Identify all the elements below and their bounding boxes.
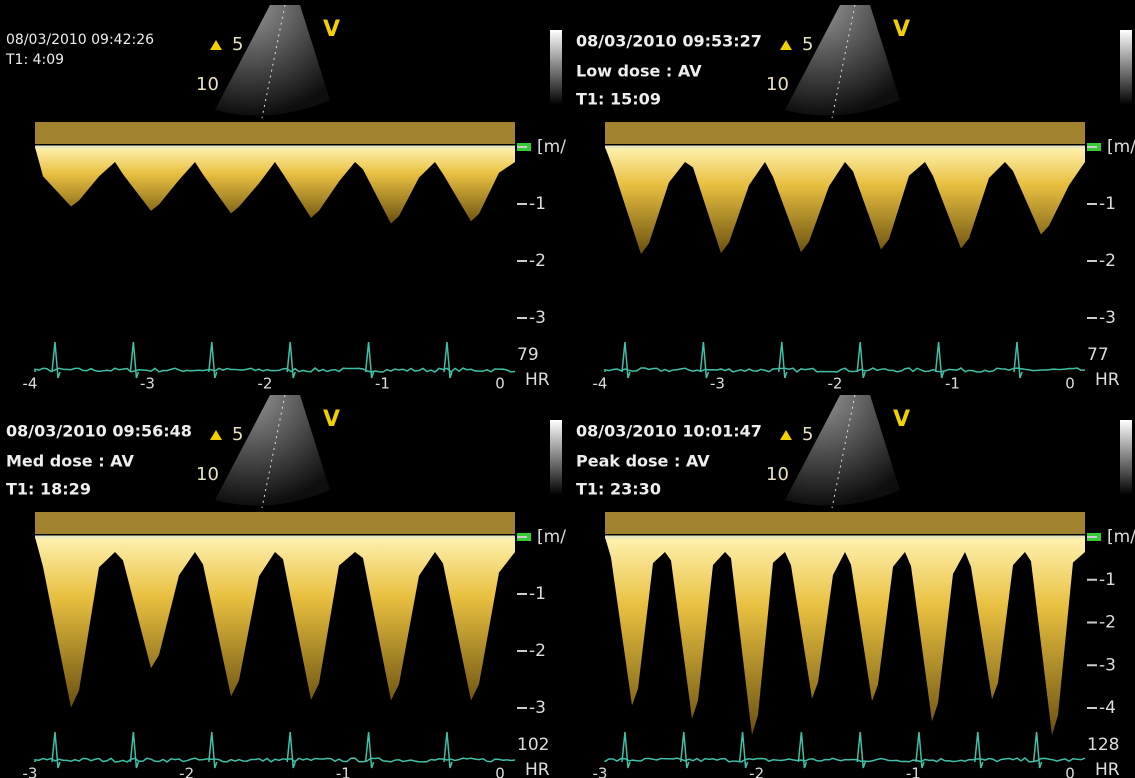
scale-label: -1: [1099, 570, 1116, 590]
gray-bar: [550, 420, 562, 495]
mode-label: Low dose : AV: [576, 62, 702, 81]
background: [0, 0, 1135, 778]
t1-label: T1: 4:09: [5, 52, 64, 68]
depth-label: 5: [232, 34, 243, 55]
doppler-top: [605, 122, 1085, 144]
scale-label: -2: [529, 641, 546, 661]
view-marker: V: [323, 17, 340, 42]
doppler-top: [35, 122, 515, 144]
gray-bar: [1120, 30, 1132, 105]
scale-label: -1: [529, 194, 546, 214]
time-tick-label: -1: [375, 375, 390, 393]
gray-bar: [1120, 420, 1132, 495]
timestamp: 08/03/2010 09:56:48: [6, 422, 192, 441]
time-tick-label: -3: [140, 375, 155, 393]
doppler-top: [35, 512, 515, 534]
time-tick-label: -1: [336, 765, 351, 778]
time-tick-label: -3: [710, 375, 725, 393]
hr-value: 79: [517, 345, 539, 365]
time-tick-label: -4: [23, 375, 38, 393]
echo-screen: 5 10 V 08/03/2010 09:42:26 T1: 4:09 [m/ -1 -2 -3…: [0, 0, 1135, 778]
timestamp: 08/03/2010 09:42:26: [6, 32, 154, 48]
doppler-top: [605, 512, 1085, 534]
scale-label: [m/: [1107, 527, 1135, 547]
scale-label: -2: [1099, 613, 1116, 633]
scale-label: [m/: [537, 137, 566, 157]
scale-label: -1: [1099, 194, 1116, 214]
hr-label: HR: [525, 370, 550, 390]
depth-label: 5: [802, 424, 813, 445]
scale-label: -3: [1099, 655, 1116, 675]
scale-label: -3: [529, 308, 546, 328]
depth-label: 5: [802, 34, 813, 55]
scale-label: -3: [529, 698, 546, 718]
hr-value: 102: [517, 735, 549, 755]
time-tick-label: -1: [906, 765, 921, 778]
time-tick-label: 0: [1065, 765, 1075, 778]
depth-label: 10: [766, 74, 789, 95]
scale-label: -1: [529, 584, 546, 604]
time-tick-label: 0: [495, 375, 505, 393]
hr-value: 77: [1087, 345, 1109, 365]
t1-label: T1: 15:09: [576, 90, 661, 109]
t1-label: T1: 23:30: [576, 480, 661, 499]
time-tick-label: -2: [179, 765, 194, 778]
time-tick-label: -3: [23, 765, 38, 778]
depth-label: 10: [196, 464, 219, 485]
timestamp: 08/03/2010 09:53:27: [576, 32, 762, 51]
t1-label: T1: 18:29: [6, 480, 91, 499]
hr-value: 128: [1087, 735, 1119, 755]
time-tick-label: -3: [593, 765, 608, 778]
time-tick-label: 0: [1065, 375, 1075, 393]
depth-label: 5: [232, 424, 243, 445]
time-tick-label: -1: [945, 375, 960, 393]
mode-label: Med dose : AV: [6, 452, 134, 471]
time-tick-label: 0: [495, 765, 505, 778]
timestamp: 08/03/2010 10:01:47: [576, 422, 762, 441]
scale-label: -2: [1099, 251, 1116, 271]
scale-label: -4: [1099, 698, 1116, 718]
gray-bar: [550, 30, 562, 105]
view-marker: V: [323, 407, 340, 432]
hr-label: HR: [1095, 370, 1120, 390]
hr-label: HR: [525, 760, 550, 778]
depth-label: 10: [766, 464, 789, 485]
scale-label: [m/: [537, 527, 566, 547]
time-tick-label: -4: [593, 375, 608, 393]
scale-label: -2: [529, 251, 546, 271]
time-tick-label: -2: [749, 765, 764, 778]
scale-label: [m/: [1107, 137, 1135, 157]
view-marker: V: [893, 407, 910, 432]
hr-label: HR: [1095, 760, 1120, 778]
depth-label: 10: [196, 74, 219, 95]
time-tick-label: -2: [828, 375, 843, 393]
time-tick-label: -2: [258, 375, 273, 393]
view-marker: V: [893, 17, 910, 42]
scale-label: -3: [1099, 308, 1116, 328]
mode-label: Peak dose : AV: [576, 452, 710, 471]
